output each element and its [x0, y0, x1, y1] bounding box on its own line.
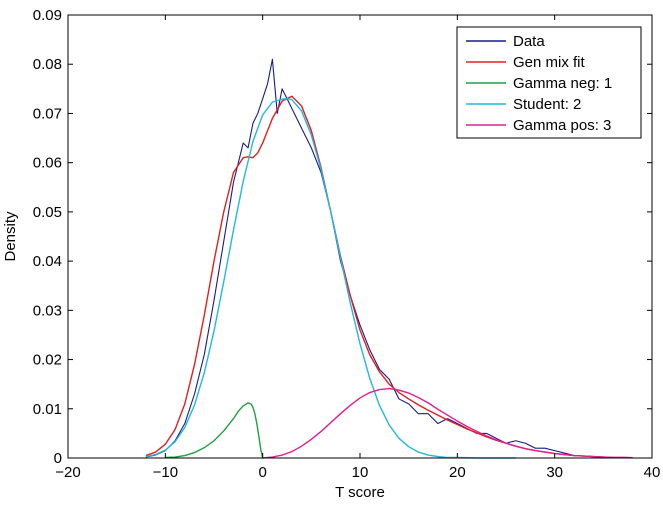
x-tick-label: 10: [352, 464, 369, 481]
x-tick-label: 0: [258, 464, 266, 481]
legend-label: Data: [513, 33, 545, 50]
y-tick-label: 0: [54, 450, 62, 467]
legend-label: Gen mix fit: [513, 54, 586, 71]
x-axis-label: T score: [335, 484, 385, 501]
y-tick-label: 0.06: [33, 155, 62, 172]
y-tick-label: 0.05: [33, 204, 62, 221]
series-line-3: [145, 97, 516, 459]
series-line-2: [165, 402, 264, 459]
legend-label: Gamma pos: 3: [513, 117, 611, 134]
x-tick-label: 20: [449, 464, 466, 481]
series-line-4: [262, 387, 633, 459]
x-tick-label: −20: [55, 464, 80, 481]
x-tick-label: 30: [546, 464, 563, 481]
legend-label: Student: 2: [513, 96, 581, 113]
x-tick-label: −10: [153, 464, 178, 481]
ticks-layer: −20 −10 0 10 20 30 40 0 0.01 0.02 0.03 0.04 0.05 0.06…: [33, 7, 661, 481]
y-tick-label: 0.09: [33, 7, 62, 24]
series-line-0: [145, 58, 633, 459]
series-layer: [145, 58, 633, 459]
legend-label: Gamma neg: 1: [513, 75, 612, 92]
legend: Data Gen mix fit Gamma neg: 1 Student: 2 Gam…: [456, 26, 642, 139]
y-tick-label: 0.03: [33, 302, 62, 319]
x-tick-label: 40: [644, 464, 661, 481]
y-tick-label: 0.01: [33, 401, 62, 418]
y-axis-label: Density: [2, 211, 19, 262]
y-tick-label: 0.08: [33, 56, 62, 73]
y-tick-label: 0.07: [33, 105, 62, 122]
y-tick-label: 0.04: [33, 253, 62, 270]
y-tick-label: 0.02: [33, 352, 62, 369]
